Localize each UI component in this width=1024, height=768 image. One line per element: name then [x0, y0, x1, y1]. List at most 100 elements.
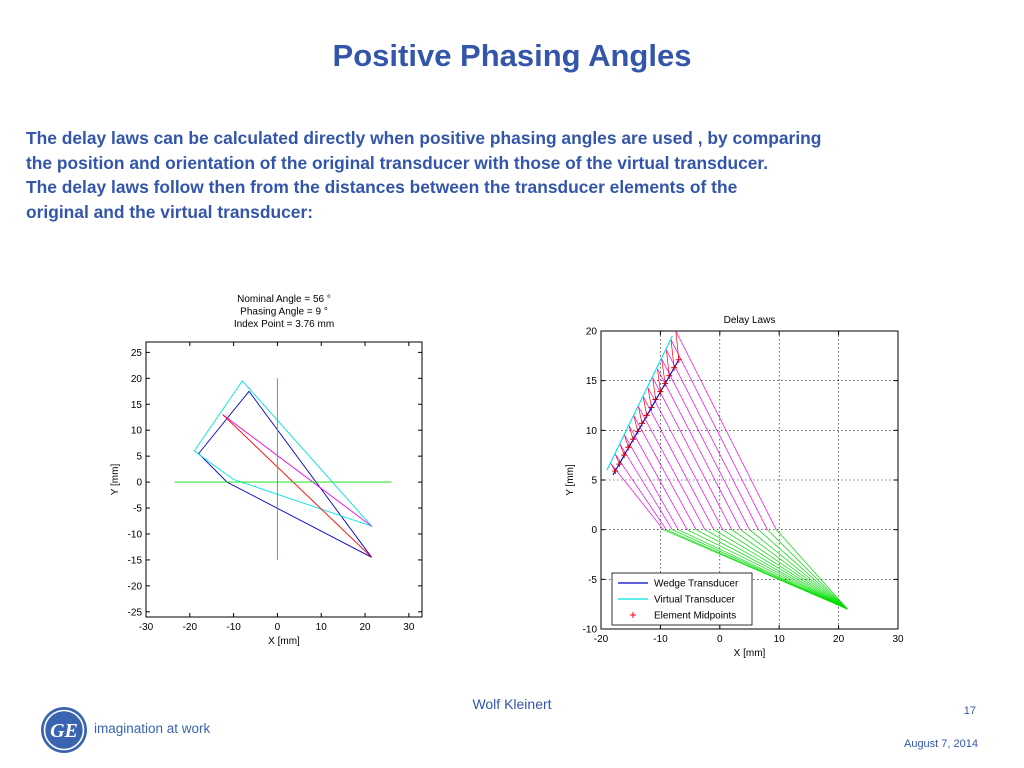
- refracted-path: [722, 529, 848, 610]
- series-line: [222, 414, 372, 527]
- refracted-path: [758, 529, 848, 610]
- reference-path: [675, 330, 680, 360]
- element-midpoint-marker: [662, 380, 669, 387]
- y-tick-label: -20: [128, 581, 143, 592]
- element-midpoint-marker: [625, 444, 632, 451]
- element-midpoint-marker: [666, 372, 673, 379]
- refracted-path: [775, 529, 848, 610]
- refracted-path: [672, 529, 848, 610]
- refracted-path: [704, 529, 848, 610]
- footer-author: Wolf Kleinert: [472, 696, 552, 712]
- element-midpoint-marker: [657, 388, 664, 395]
- svg-text:GE: GE: [50, 720, 78, 742]
- y-tick-label: 5: [136, 452, 142, 463]
- delay-path: [666, 349, 759, 530]
- chart-title: Delay Laws: [724, 315, 776, 326]
- legend-label: Virtual Transducer: [654, 595, 736, 606]
- page-title: Positive Phasing Angles: [332, 38, 692, 73]
- reference-path: [638, 406, 643, 424]
- legend-label: Element Midpoints: [654, 611, 736, 622]
- x-tick-label: 20: [833, 634, 845, 645]
- x-tick-label: 20: [359, 622, 371, 633]
- y-tick-label: 10: [131, 426, 143, 437]
- reference-path: [619, 444, 625, 456]
- y-axis-label: Y [mm]: [565, 464, 576, 496]
- element-midpoint-marker: [616, 461, 623, 468]
- refracted-path: [695, 529, 848, 610]
- reference-path: [652, 377, 656, 400]
- reference-path: [642, 396, 648, 416]
- delay-path: [610, 462, 664, 530]
- body-paragraph: The delay laws can be calculated directl…: [26, 126, 1016, 224]
- x-tick-label: 0: [717, 634, 723, 645]
- delay-path: [670, 339, 768, 530]
- x-tick-label: -10: [653, 634, 668, 645]
- element-midpoint-marker: [652, 396, 659, 403]
- legend-swatch: [630, 612, 636, 618]
- x-tick-label: -30: [139, 622, 154, 633]
- virtual-transducer-line: [606, 335, 673, 471]
- delay-path: [614, 453, 667, 530]
- element-midpoint-marker: [675, 356, 682, 363]
- footer-date: August 7, 2014: [903, 738, 978, 750]
- paragraph-line: The delay laws can be calculated directl…: [26, 128, 822, 148]
- delay-path: [675, 330, 777, 530]
- y-tick-label: 0: [136, 478, 142, 489]
- delay-path: [642, 396, 715, 530]
- chart-title-line: Phasing Angle = 9 °: [240, 307, 328, 318]
- x-tick-label: -20: [183, 622, 198, 633]
- y-tick-label: -5: [588, 575, 597, 586]
- y-tick-label: 20: [131, 374, 143, 385]
- page-number: 17: [963, 705, 976, 717]
- element-midpoint-marker: [671, 364, 678, 371]
- y-tick-label: -10: [128, 529, 143, 540]
- delay-path: [638, 406, 706, 530]
- y-tick-label: 15: [586, 376, 598, 387]
- x-axis-label: X [mm]: [268, 636, 300, 647]
- y-tick-label: 0: [591, 525, 597, 536]
- chart-title-line: Index Point = 3.76 mm: [234, 319, 334, 330]
- y-tick-label: -5: [133, 504, 142, 515]
- paragraph-line: The delay laws follow then from the dist…: [26, 177, 738, 198]
- delay-path: [657, 368, 741, 530]
- delay-path: [633, 415, 697, 530]
- y-tick-label: -10: [583, 625, 598, 636]
- ge-monogram-icon: GE: [41, 707, 87, 753]
- refracted-path: [749, 529, 848, 610]
- paragraph-line: the position and orientation of the orig…: [26, 152, 769, 173]
- chart-title-line: Nominal Angle = 56 °: [237, 294, 331, 305]
- y-axis-label: Y [mm]: [110, 464, 121, 496]
- y-tick-label: -25: [128, 607, 143, 618]
- x-axis-label: X [mm]: [734, 648, 766, 659]
- reference-path: [657, 368, 661, 392]
- plot-area: [145, 341, 423, 618]
- reference-path: [670, 339, 675, 368]
- refracted-path: [767, 529, 848, 610]
- y-tick-label: 20: [586, 327, 598, 338]
- element-midpoint-marker: [630, 436, 637, 443]
- x-tick-label: 10: [774, 634, 786, 645]
- reference-path: [647, 387, 652, 408]
- refracted-path: [740, 529, 848, 610]
- element-midpoint-marker: [634, 428, 641, 435]
- reference-path: [614, 454, 620, 465]
- delay-path: [628, 425, 688, 530]
- tagline: imagination at work: [94, 721, 211, 736]
- x-tick-label: -10: [226, 622, 241, 633]
- x-tick-label: 30: [403, 622, 415, 633]
- x-tick-label: 30: [892, 634, 904, 645]
- y-tick-label: 15: [131, 400, 143, 411]
- x-tick-label: 0: [275, 622, 281, 633]
- delay-path: [652, 377, 732, 530]
- refracted-path: [666, 529, 848, 610]
- reference-path: [633, 415, 639, 432]
- refracted-path: [686, 529, 848, 610]
- delay-path: [647, 387, 724, 530]
- reference-path: [665, 349, 670, 376]
- y-tick-label: 5: [591, 476, 597, 487]
- reference-path: [628, 425, 634, 440]
- refracted-path: [678, 529, 848, 610]
- element-midpoint-marker: [638, 420, 645, 427]
